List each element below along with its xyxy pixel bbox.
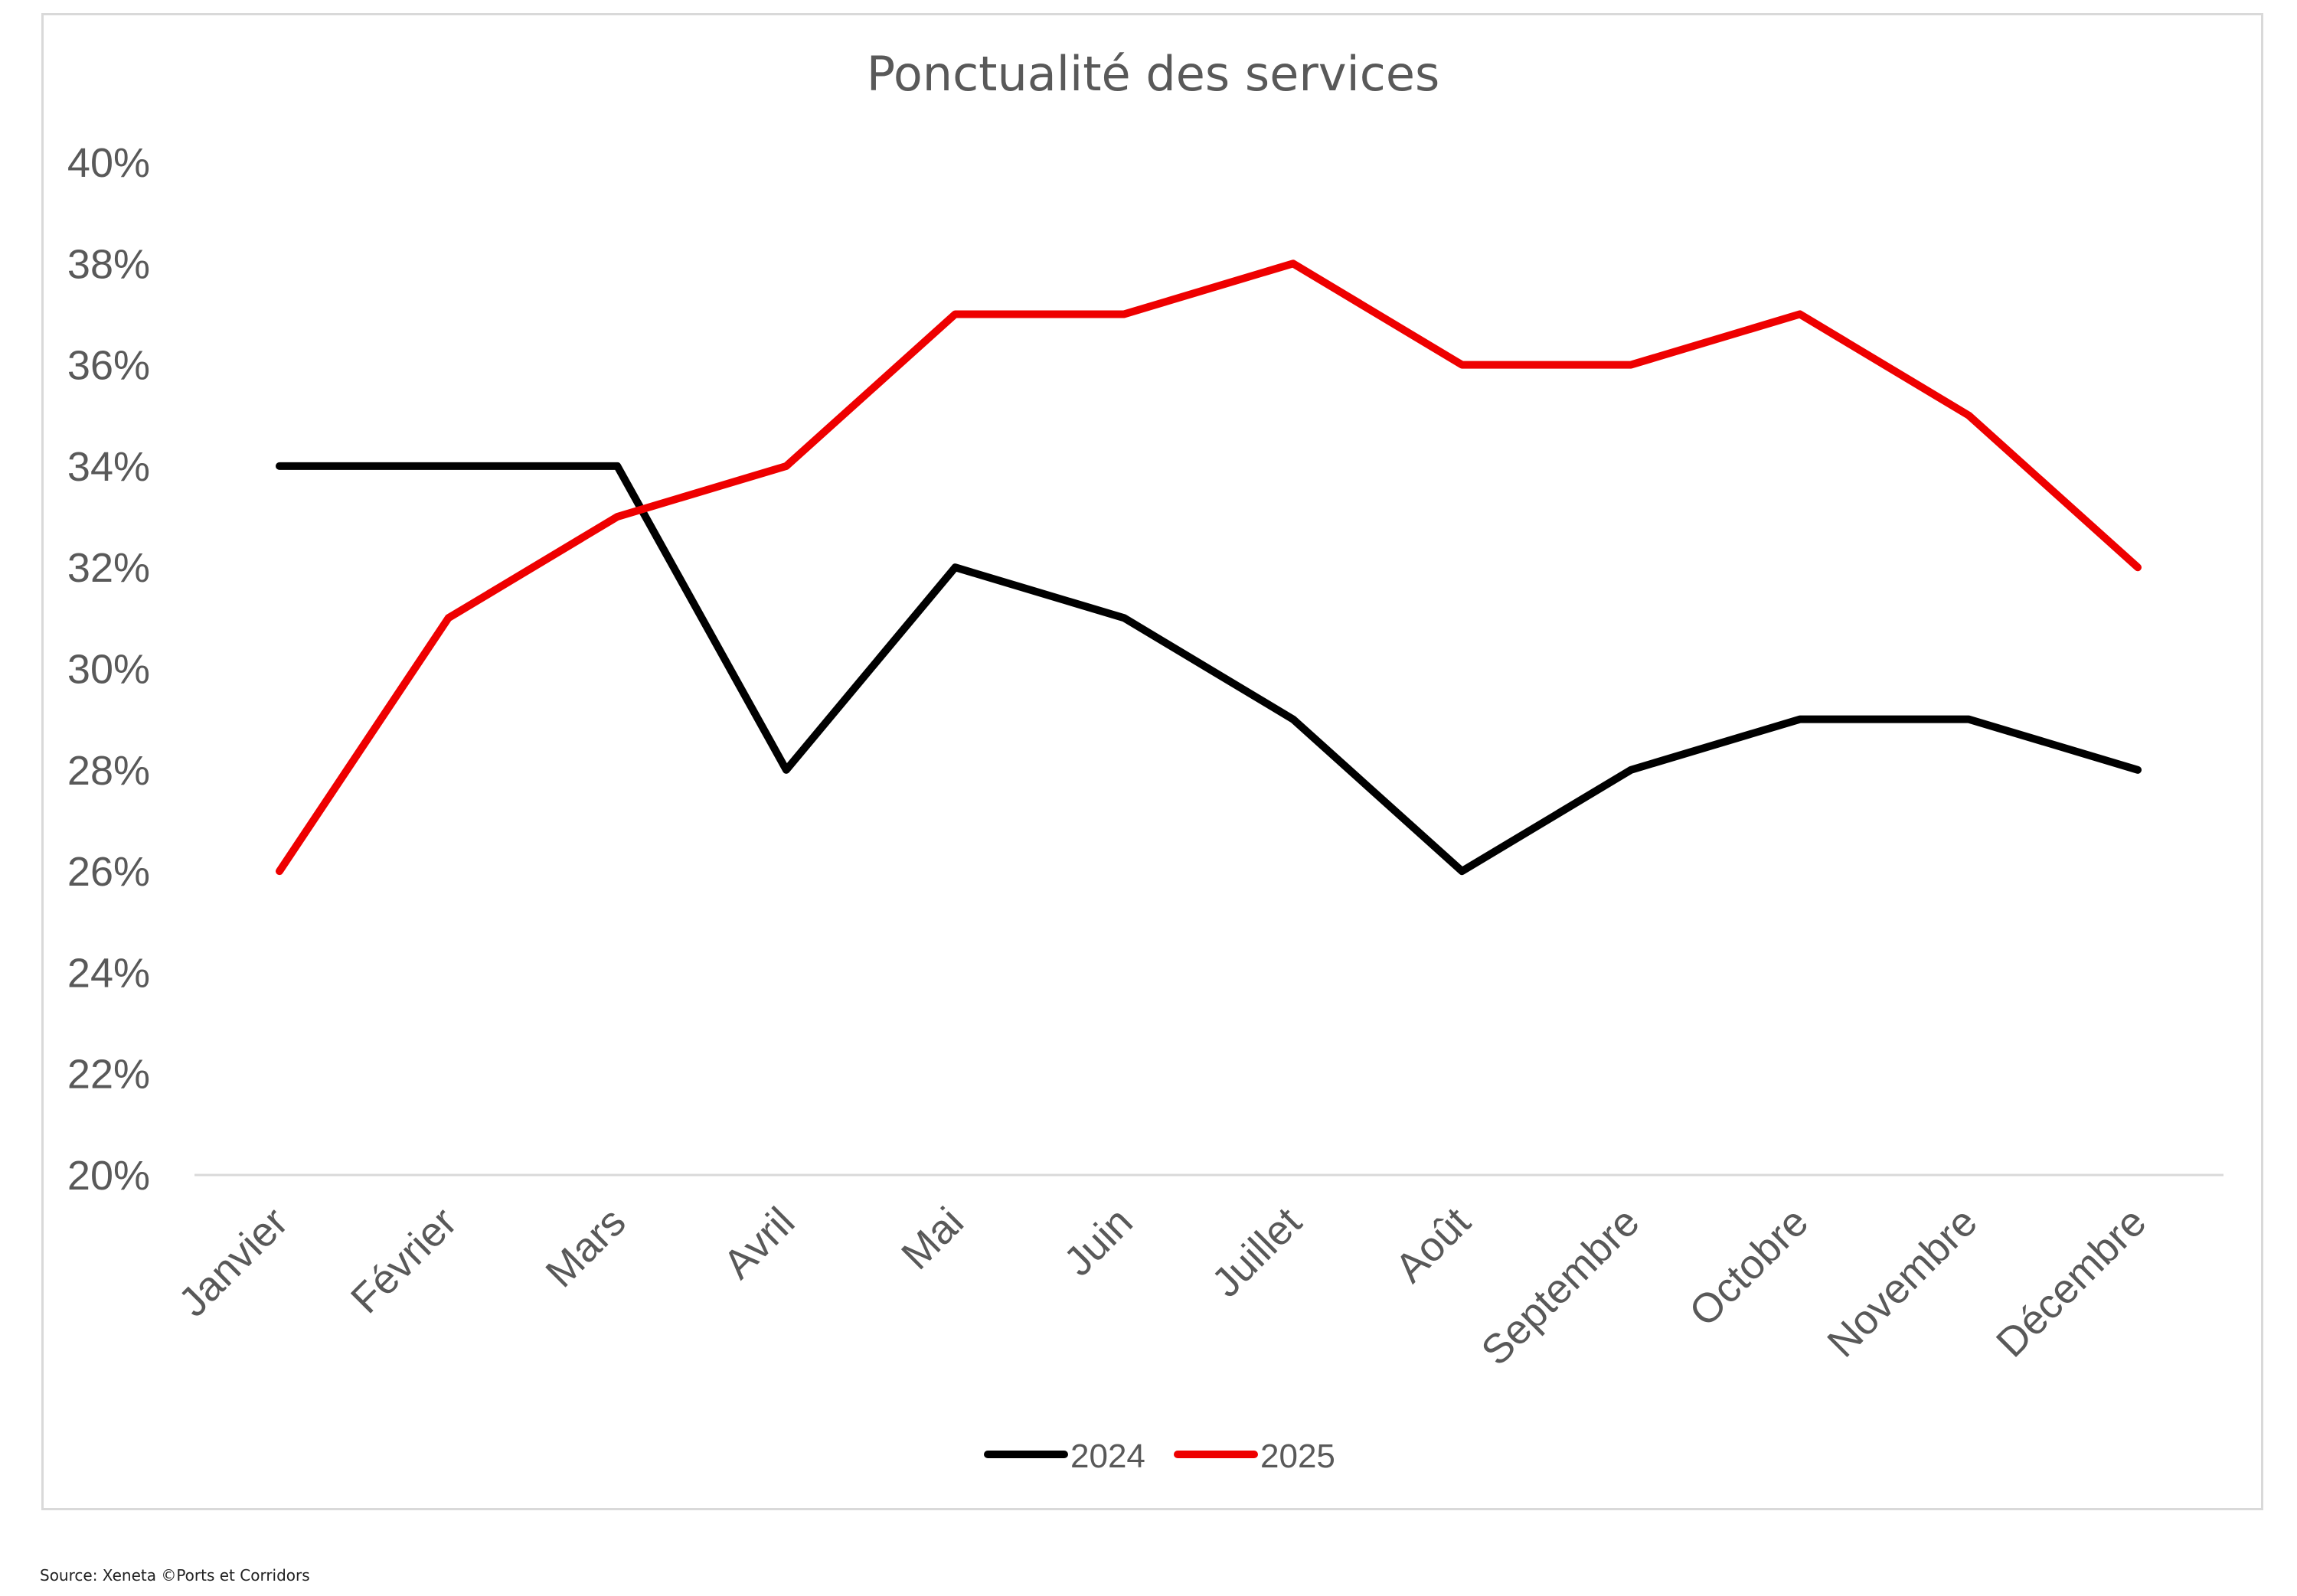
x-tick-label: Juillet (1203, 1199, 1310, 1306)
y-tick-label: 28% (67, 748, 150, 794)
x-tick-label: Décembre (1988, 1199, 2155, 1366)
series-line-2024 (276, 462, 2142, 876)
y-tick-label: 32% (67, 545, 150, 591)
legend-label-2025: 2025 (1260, 1438, 1335, 1475)
y-tick-label: 20% (67, 1153, 150, 1199)
y-tick-label: 22% (67, 1052, 150, 1098)
source-note: Source: Xeneta ©Ports et Corridors (40, 1566, 310, 1585)
y-tick-label: 24% (67, 950, 150, 996)
legend-label-2024: 2024 (1070, 1438, 1145, 1475)
y-tick-label: 40% (67, 140, 150, 186)
x-tick-label: Septembre (1472, 1199, 1648, 1374)
y-tick-label: 34% (67, 444, 150, 490)
series-line-2025 (276, 259, 2142, 876)
y-tick-label: 26% (67, 849, 150, 895)
y-tick-label: 36% (67, 343, 150, 389)
chart-title: Ponctualité des services (867, 46, 1440, 102)
x-tick-label: Octobre (1681, 1199, 1817, 1335)
x-tick-label: Novembre (1818, 1199, 1986, 1366)
x-tick-label: Février (342, 1199, 466, 1322)
y-tick-label: 30% (67, 647, 150, 693)
x-tick-label: Janvier (170, 1199, 297, 1326)
x-tick-label: Mars (537, 1199, 634, 1296)
x-tick-label: Juin (1055, 1199, 1141, 1284)
chart-frame (41, 13, 2263, 1510)
x-tick-label: Avril (714, 1199, 803, 1288)
x-tick-label: Août (1387, 1199, 1479, 1291)
y-tick-label: 38% (67, 241, 150, 287)
x-tick-label: Mai (893, 1199, 972, 1278)
